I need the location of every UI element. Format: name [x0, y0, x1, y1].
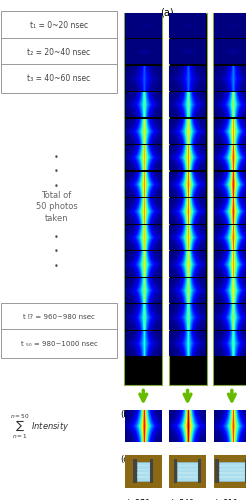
Bar — [178, 462, 198, 481]
Bar — [219, 468, 244, 470]
Bar — [219, 472, 244, 474]
FancyBboxPatch shape — [169, 12, 207, 385]
Bar — [137, 476, 149, 478]
Bar — [198, 460, 201, 483]
FancyBboxPatch shape — [1, 11, 117, 40]
Bar — [137, 465, 149, 466]
Text: t₁ = 0~20 nsec: t₁ = 0~20 nsec — [30, 21, 88, 30]
Bar — [137, 462, 150, 481]
Bar — [174, 460, 178, 483]
Bar — [215, 460, 219, 483]
Text: d=810μm: d=810μm — [213, 498, 246, 500]
Bar — [137, 468, 149, 470]
Text: t₃ = 40~60 nsec: t₃ = 40~60 nsec — [27, 74, 91, 84]
Text: $\sum_{n=1}^{n=50}$ Intensity: $\sum_{n=1}^{n=50}$ Intensity — [10, 412, 69, 440]
Bar — [219, 476, 244, 478]
Text: (b): (b) — [121, 410, 132, 420]
FancyBboxPatch shape — [1, 302, 117, 332]
Text: (c): (c) — [121, 456, 132, 464]
Text: •
•
•: • • • — [54, 153, 59, 191]
FancyBboxPatch shape — [1, 64, 117, 94]
Text: t ₅₀ = 980~1000 nsec: t ₅₀ = 980~1000 nsec — [21, 341, 97, 347]
Bar — [133, 460, 137, 483]
Text: (a): (a) — [160, 8, 174, 18]
Bar — [219, 462, 245, 481]
Text: d=540μm: d=540μm — [169, 498, 207, 500]
Bar — [178, 476, 197, 478]
Bar — [245, 460, 246, 483]
Text: t ⁉ = 960~980 nsec: t ⁉ = 960~980 nsec — [23, 314, 95, 320]
Bar — [219, 465, 244, 466]
Text: d=270μm: d=270μm — [124, 498, 162, 500]
Text: Total of
50 photos
taken: Total of 50 photos taken — [36, 190, 77, 223]
FancyBboxPatch shape — [213, 12, 246, 385]
Bar — [178, 472, 197, 474]
Text: t₂ = 20~40 nsec: t₂ = 20~40 nsec — [28, 48, 91, 56]
Bar — [137, 472, 149, 474]
Text: •
•
•: • • • — [54, 233, 59, 271]
FancyBboxPatch shape — [1, 330, 117, 358]
FancyBboxPatch shape — [124, 12, 162, 385]
FancyBboxPatch shape — [1, 38, 117, 67]
Bar — [150, 460, 153, 483]
Bar — [178, 465, 197, 466]
Bar — [178, 468, 197, 470]
